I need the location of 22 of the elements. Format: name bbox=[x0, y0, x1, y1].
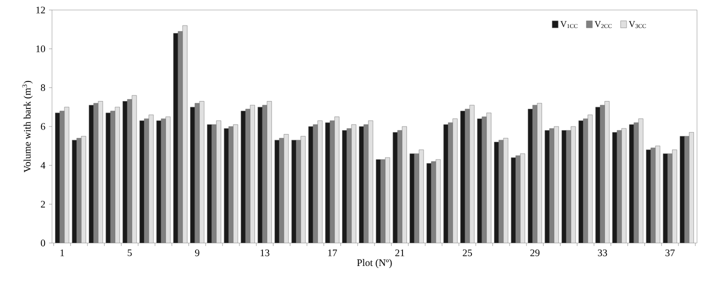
y-tick-label: 8 bbox=[40, 84, 46, 92]
x-tick-label: 21 bbox=[395, 250, 404, 256]
y-tick-label: 10 bbox=[36, 45, 46, 52]
y-tick-label: 2 bbox=[40, 200, 45, 208]
x-tick-label: 5 bbox=[128, 250, 132, 256]
x-tick-label: 37 bbox=[665, 250, 675, 256]
y-tick-label: 0 bbox=[40, 240, 46, 246]
x-tick-label: 1 bbox=[60, 250, 64, 256]
legend-label: V$_{3CC}$ bbox=[628, 21, 646, 28]
y-tick-label: 6 bbox=[40, 123, 46, 130]
legend-label: V$_{2CC}$ bbox=[594, 21, 612, 28]
y-axis-title: Volume with bark (m$^{3}$) bbox=[22, 80, 33, 172]
y-tick-label: 12 bbox=[36, 6, 45, 14]
x-tick-label: 25 bbox=[462, 250, 472, 256]
x-tick-label: 33 bbox=[598, 250, 608, 256]
x-tick-label: 13 bbox=[260, 250, 270, 256]
x-tick-label: 9 bbox=[195, 250, 200, 256]
x-axis-title: Plot (Nº) bbox=[357, 259, 392, 268]
legend-label: V$_{1CC}$ bbox=[560, 21, 578, 28]
x-tick-label: 17 bbox=[328, 250, 337, 256]
x-tick-label: 29 bbox=[530, 250, 540, 256]
y-tick-label: 4 bbox=[40, 162, 46, 169]
